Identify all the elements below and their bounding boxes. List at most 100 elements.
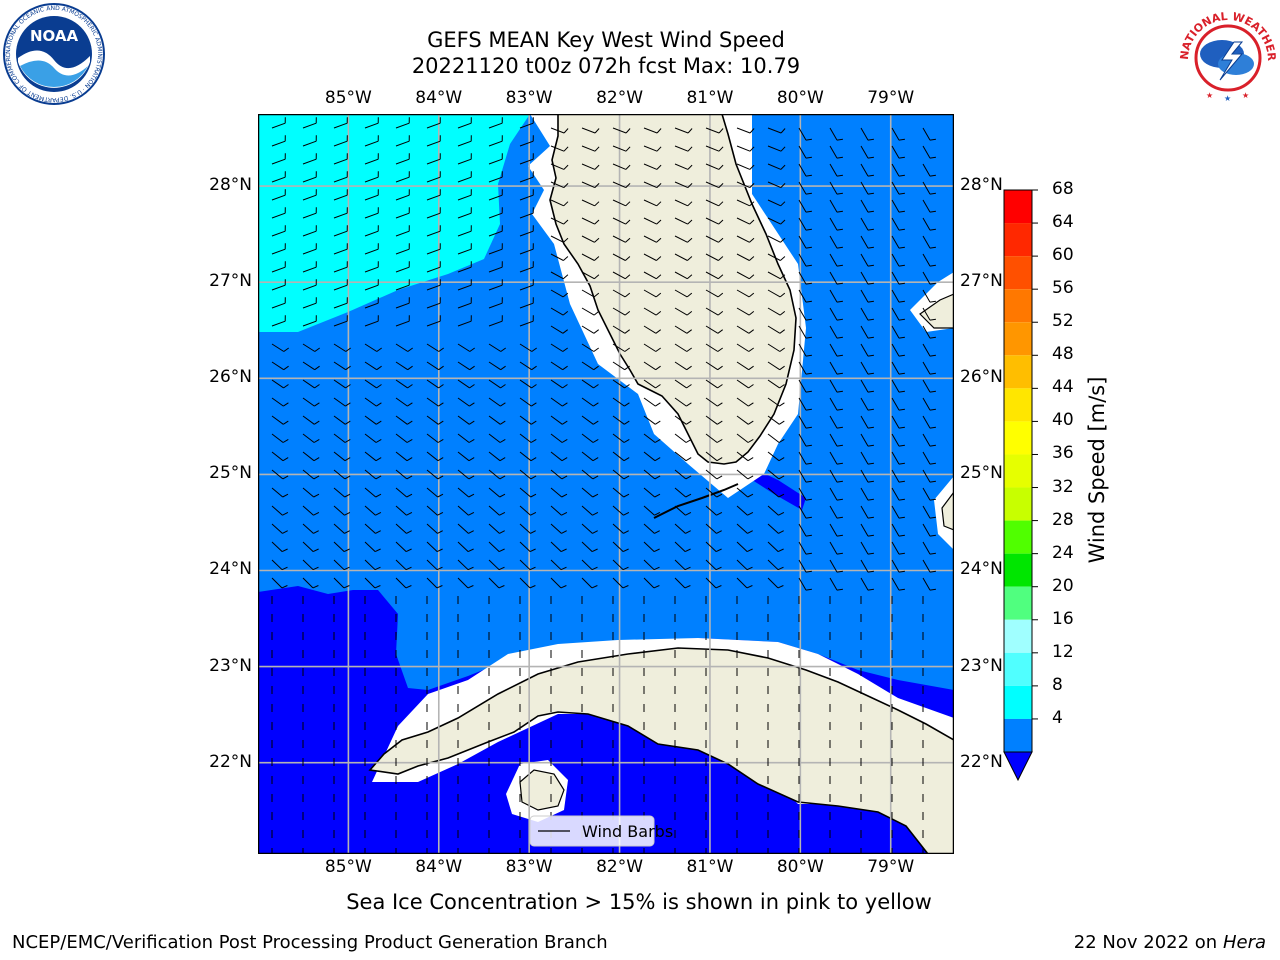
wind-barb (767, 307, 786, 316)
wind-barb (860, 415, 874, 429)
wind-barb (271, 487, 289, 498)
wind-barb (395, 279, 410, 291)
colorbar-tick-label: 12 (1052, 641, 1074, 662)
wind-barb (488, 243, 503, 255)
wind-barb (705, 523, 722, 534)
wind-barb (736, 523, 753, 534)
colorbar-segment (1004, 685, 1032, 719)
wind-speed-map: Wind Barbs (258, 114, 954, 854)
wind-barb (550, 487, 568, 498)
wind-barb (519, 469, 537, 480)
wind-barb (550, 235, 569, 243)
wind-barb (767, 379, 785, 389)
wind-barb (860, 343, 874, 357)
wind-barb (767, 271, 786, 280)
wind-barb (798, 307, 812, 321)
svg-text:★: ★ (1206, 91, 1213, 100)
wind-barb (922, 469, 936, 483)
florida-keys (653, 483, 739, 519)
wind-barb (457, 343, 475, 352)
wind-barb (736, 235, 755, 243)
wind-barb (395, 541, 412, 553)
wind-barb (705, 253, 724, 261)
wind-barb (736, 217, 755, 225)
wind-barb (643, 469, 661, 480)
colorbar-tick-label: 56 (1052, 278, 1074, 299)
wind-barb (488, 207, 503, 219)
wind-barb (891, 163, 905, 177)
svg-text:★: ★ (1224, 94, 1231, 103)
wind-barb (798, 127, 812, 141)
colorbar (1003, 189, 1038, 782)
wind-barb (581, 163, 600, 170)
lat-right-label: 26°N (960, 367, 1003, 388)
wind-barb (581, 523, 598, 534)
wind-barb (767, 541, 784, 553)
wind-barb (860, 253, 874, 267)
wind-barb (550, 217, 569, 225)
wind-barb (395, 153, 410, 165)
wind-barb (457, 315, 472, 327)
colorbar-segment (1004, 388, 1032, 422)
wind-barb (767, 145, 786, 152)
title-line-2: 20221120 t00z 072h fcst Max: 10.79 (411, 54, 801, 78)
wind-barb (922, 361, 936, 375)
lat-right-label: 22°N (960, 751, 1003, 772)
wind-barb (581, 505, 599, 516)
wind-barb (736, 541, 753, 553)
wind-barb (612, 469, 630, 480)
wind-barb (922, 415, 936, 429)
wind-barb (674, 325, 692, 334)
lon-top-label: 81°W (686, 88, 734, 108)
wind-barb (581, 577, 598, 589)
wind-barb (612, 289, 631, 298)
wind-barb (364, 225, 379, 237)
wind-barb (829, 415, 843, 429)
wind-barb (767, 127, 786, 134)
wind-barb (488, 415, 506, 425)
wind-barb (674, 127, 693, 134)
wind-barb (364, 379, 382, 389)
wind-barb (550, 397, 568, 407)
wind-barb (488, 225, 503, 237)
wind-barb (922, 307, 936, 321)
wind-barb (829, 181, 843, 195)
wind-barb (736, 469, 754, 480)
wind-barb (581, 469, 599, 480)
wind-barb (612, 433, 630, 443)
wind-barb (860, 487, 874, 501)
wind-barb (767, 523, 784, 534)
lon-top-label: 84°W (415, 88, 463, 108)
wind-barb (364, 451, 382, 462)
wind-barb (643, 127, 662, 134)
wind-barb (736, 199, 755, 207)
wind-barb (860, 271, 874, 285)
wind-barb (798, 505, 812, 519)
wind-barb (674, 235, 693, 243)
wind-barb (457, 433, 475, 443)
wind-barb (643, 523, 660, 534)
field-band-8-12 (258, 114, 530, 332)
wind-barb (519, 577, 536, 589)
wind-barb (302, 361, 320, 371)
wind-barb (271, 577, 288, 589)
wind-barb (364, 153, 379, 165)
wind-barb (519, 487, 537, 498)
wind-barb (364, 577, 381, 589)
wind-barb (271, 397, 289, 407)
wind-barb (457, 153, 472, 165)
wind-barb (829, 253, 843, 267)
wind-barb (643, 487, 661, 498)
wind-barb (581, 559, 598, 571)
wind-barb (364, 243, 379, 255)
wind-barb (922, 181, 936, 195)
wind-barb (674, 145, 693, 152)
wind-barb (426, 505, 444, 516)
wind-barb (922, 145, 936, 159)
wind-barb (395, 261, 410, 273)
wind-barb (395, 469, 413, 480)
wind-barb (612, 307, 631, 316)
wind-barb (891, 199, 905, 213)
wind-barb (798, 415, 812, 429)
lat-left-label: 22°N (209, 751, 252, 772)
